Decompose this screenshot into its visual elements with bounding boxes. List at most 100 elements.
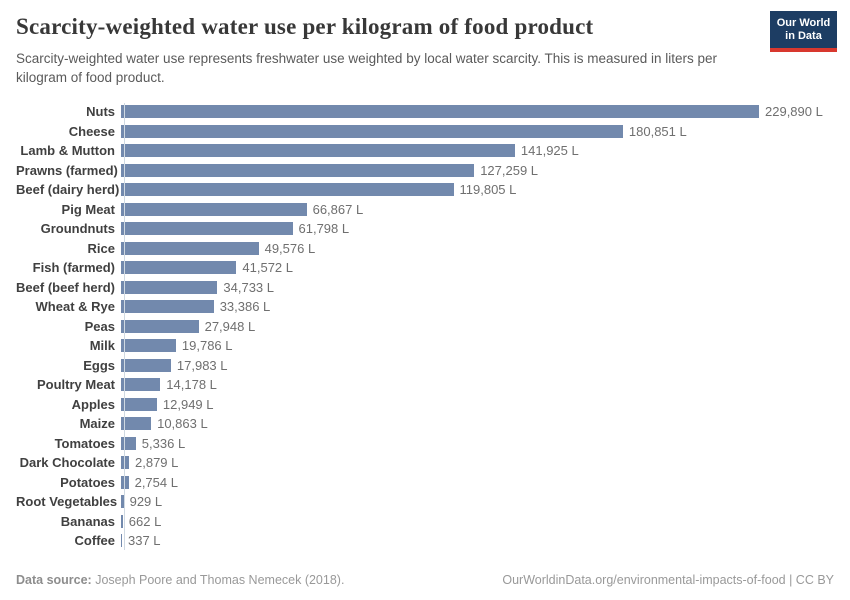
chart-subtitle: Scarcity-weighted water use represents f…	[16, 51, 718, 85]
bar[interactable]	[121, 280, 218, 294]
value-label: 34,733 L	[223, 279, 274, 295]
category-label: Groundnuts	[40, 221, 115, 237]
owid-logo[interactable]: Our World in Data	[770, 11, 837, 52]
category-label: Potatoes	[60, 474, 115, 490]
bar[interactable]	[121, 534, 122, 548]
footer: Data source: Joseph Poore and Thomas Nem…	[16, 573, 834, 587]
bar[interactable]	[121, 495, 124, 509]
bar-area: 41,572 L	[120, 258, 834, 278]
chart-row: Prawns (farmed) 127,259 L	[16, 161, 834, 181]
category-label: Dark Chocolate	[19, 455, 115, 471]
value-label: 33,386 L	[219, 299, 271, 315]
category-label: Bananas	[60, 513, 115, 529]
bar[interactable]	[121, 339, 176, 353]
value-label: 27,948 L	[204, 318, 256, 334]
bar-area: 12,949 L	[120, 395, 834, 415]
bar-area: 5,336 L	[120, 434, 834, 454]
category-label: Eggs	[83, 357, 115, 373]
data-source-note: Data source: Joseph Poore and Thomas Nem…	[16, 573, 344, 587]
page-title: Scarcity-weighted water use per kilogram…	[16, 14, 594, 39]
bar[interactable]	[121, 417, 152, 431]
bar-area: 61,798 L	[120, 219, 834, 239]
bar-area: 49,576 L	[120, 239, 834, 259]
bar-area: 19,786 L	[120, 336, 834, 356]
value-label: 10,863 L	[157, 416, 208, 432]
value-label: 229,890 L	[765, 104, 823, 120]
chart-row: Coffee 337 L	[16, 531, 834, 551]
category-label: Beef (dairy herd)	[16, 182, 120, 198]
value-label: 127,259 L	[480, 162, 539, 178]
bar[interactable]	[121, 202, 307, 216]
chart-row: Groundnuts 61,798 L	[16, 219, 834, 239]
value-label: 337 L	[128, 533, 161, 549]
bar[interactable]	[121, 163, 475, 177]
bar[interactable]	[121, 105, 759, 119]
data-source-label: Data source:	[16, 573, 92, 587]
bar-area: 141,925 L	[120, 141, 834, 161]
bar[interactable]	[121, 378, 161, 392]
value-label: 119,805 L	[459, 182, 517, 198]
chart-row: Fish (farmed) 41,572 L	[16, 258, 834, 278]
chart-row: Nuts 229,890 L	[16, 102, 834, 122]
bar-area: 119,805 L	[120, 180, 834, 200]
chart-row: Cheese 180,851 L	[16, 122, 834, 142]
bar-area: 229,890 L	[120, 102, 834, 122]
value-label: 41,572 L	[242, 260, 293, 276]
value-label: 17,983 L	[176, 357, 228, 373]
value-label: 49,576 L	[264, 240, 316, 256]
chart-row: Milk 19,786 L	[16, 336, 834, 356]
value-label: 662 L	[128, 513, 162, 529]
bar[interactable]	[121, 124, 623, 138]
bar-area: 2,754 L	[120, 473, 834, 493]
bar[interactable]	[121, 261, 237, 275]
category-label: Milk	[89, 338, 115, 354]
bar[interactable]	[121, 397, 157, 411]
category-label: Prawns (farmed)	[16, 162, 118, 178]
value-label: 180,851 L	[628, 123, 687, 139]
bar[interactable]	[121, 144, 515, 158]
chart-row: Peas 27,948 L	[16, 317, 834, 337]
chart-row: Bananas 662 L	[16, 512, 834, 532]
chart-row: Lamb & Mutton 141,925 L	[16, 141, 834, 161]
bar[interactable]	[121, 514, 123, 528]
category-label: Beef (beef herd)	[16, 279, 115, 295]
value-label: 12,949 L	[162, 396, 214, 412]
bar[interactable]	[121, 183, 454, 197]
chart-row: Root Vegetables 929 L	[16, 492, 834, 512]
chart-row: Dark Chocolate 2,879 L	[16, 453, 834, 473]
bar-area: 662 L	[120, 512, 834, 532]
header: Scarcity-weighted water use per kilogram…	[16, 11, 837, 52]
value-label: 66,867 L	[312, 201, 364, 217]
category-label: Nuts	[86, 104, 115, 120]
bar[interactable]	[121, 456, 129, 470]
chart-row: Pig Meat 66,867 L	[16, 200, 834, 220]
bar[interactable]	[121, 241, 259, 255]
value-label: 61,798 L	[298, 221, 350, 237]
chart-row: Beef (dairy herd) 119,805 L	[16, 180, 834, 200]
value-label: 5,336 L	[141, 435, 186, 451]
bar-area: 14,178 L	[120, 375, 834, 395]
owid-logo-line2: in Data	[785, 30, 822, 42]
bar[interactable]	[121, 358, 171, 372]
bar[interactable]	[121, 319, 199, 333]
chart-row: Beef (beef herd) 34,733 L	[16, 278, 834, 298]
chart-row: Tomatoes 5,336 L	[16, 434, 834, 454]
bar-area: 27,948 L	[120, 317, 834, 337]
owid-logo-line1: Our World	[776, 17, 831, 29]
value-label: 2,879 L	[135, 455, 179, 471]
bar-area: 33,386 L	[120, 297, 834, 317]
category-label: Apples	[71, 396, 115, 412]
bar-area: 10,863 L	[120, 414, 834, 434]
bar-area: 66,867 L	[120, 200, 834, 220]
value-label: 14,178 L	[166, 377, 217, 393]
chart-row: Rice 49,576 L	[16, 239, 834, 259]
bar[interactable]	[121, 222, 293, 236]
bar[interactable]	[121, 300, 214, 314]
chart-row: Eggs 17,983 L	[16, 356, 834, 376]
chart-row: Potatoes 2,754 L	[16, 473, 834, 493]
bar-area: 34,733 L	[120, 278, 834, 298]
owid-cc-link[interactable]: OurWorldinData.org/environmental-impacts…	[502, 573, 834, 587]
category-label: Wheat & Rye	[35, 299, 115, 315]
bar-area: 180,851 L	[120, 122, 834, 142]
category-label: Rice	[87, 240, 115, 256]
